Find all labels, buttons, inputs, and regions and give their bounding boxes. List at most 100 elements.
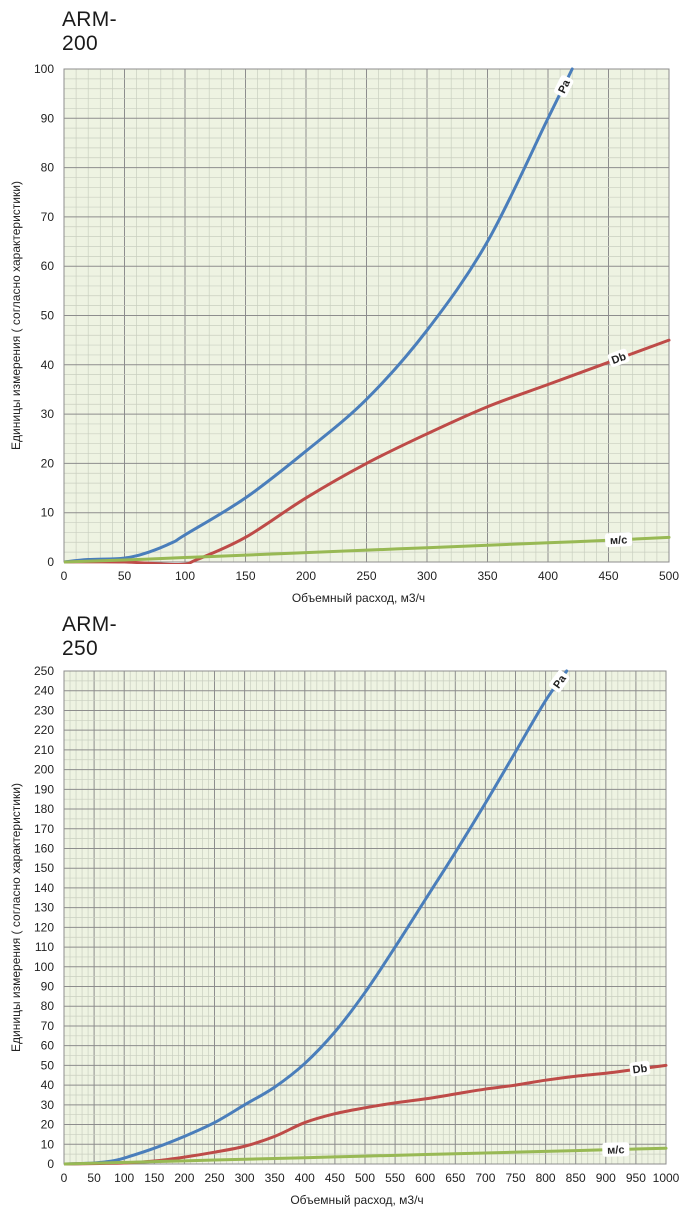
x-tick-label: 250 xyxy=(204,1171,224,1185)
x-tick-label: 650 xyxy=(445,1171,465,1185)
x-tick-label: 150 xyxy=(144,1171,164,1185)
grid xyxy=(63,670,667,1165)
chart-svg: 0 50 100 150 200 250 300 350 400 450 500 0 10 20 30 40 5… xyxy=(9,62,679,605)
series-line-м/с xyxy=(64,535,671,564)
y-tick-label: 240 xyxy=(34,684,54,698)
x-tick-label: 800 xyxy=(536,1171,556,1185)
y-tick-label: 120 xyxy=(34,920,54,934)
y-tick-label: 30 xyxy=(41,1098,55,1112)
y-tick-label: 150 xyxy=(34,861,54,875)
x-tick-label: 300 xyxy=(417,569,437,583)
y-tick-label: 60 xyxy=(41,1039,55,1053)
series-line-Pa xyxy=(64,67,574,564)
curve-label-Pa: Pa xyxy=(554,75,574,98)
x-tick-label: 750 xyxy=(505,1171,525,1185)
y-tick-label: 20 xyxy=(41,1118,55,1132)
curve-label-bg xyxy=(548,670,570,693)
x-tick-label: 100 xyxy=(175,569,195,583)
x-tick-label: 550 xyxy=(385,1171,405,1185)
x-tick-label: 400 xyxy=(295,1171,315,1185)
curve-label-bg xyxy=(607,348,630,368)
ticks: 0 50 100 150 200 250 300 350 400 450 500 550 600 650 7… xyxy=(34,664,680,1185)
x-tick-label: 600 xyxy=(415,1171,435,1185)
curve-label-Db: Db xyxy=(629,1060,651,1076)
curve-label-bg xyxy=(554,75,574,98)
curve-label-bg xyxy=(629,1060,651,1077)
y-tick-label: 130 xyxy=(34,901,54,915)
ticks: 0 50 100 150 200 250 300 350 400 450 500 0 10 20 30 40 5… xyxy=(34,62,679,583)
y-tick-label: 60 xyxy=(41,259,55,273)
y-tick-label: 70 xyxy=(41,1019,55,1033)
series-line-Db xyxy=(64,1063,668,1166)
y-tick-label: 90 xyxy=(41,111,55,125)
x-tick-label: 1000 xyxy=(653,1171,680,1185)
y-tick-label: 230 xyxy=(34,703,54,717)
y-tick-label: 220 xyxy=(34,723,54,737)
x-tick-label: 100 xyxy=(114,1171,134,1185)
y-tick-label: 110 xyxy=(35,940,54,954)
x-tick-label: 0 xyxy=(61,1171,68,1185)
y-tick-label: 210 xyxy=(34,743,54,757)
series-group xyxy=(64,669,668,1166)
curve-label-text: м/с xyxy=(610,534,628,547)
x-tick-label: 950 xyxy=(626,1171,646,1185)
curve-label-text: Pa xyxy=(556,77,573,95)
y-tick-label: 50 xyxy=(41,1058,55,1072)
y-tick-label: 200 xyxy=(34,763,54,777)
y-tick-label: 0 xyxy=(47,1157,54,1171)
x-tick-label: 300 xyxy=(235,1171,255,1185)
curve-label-м/с: м/с xyxy=(604,532,633,548)
x-tick-label: 500 xyxy=(355,1171,375,1185)
x-tick-label: 200 xyxy=(174,1171,194,1185)
curve-label-bg xyxy=(602,1142,630,1157)
x-tick-label: 350 xyxy=(477,569,497,583)
x-tick-label: 250 xyxy=(356,569,376,583)
y-tick-label: 170 xyxy=(34,822,54,836)
plot-frame xyxy=(63,670,667,1165)
series-line-Pa xyxy=(64,669,569,1166)
x-axis-label: Объемный расход, м3/ч xyxy=(292,591,425,605)
y-tick-label: 90 xyxy=(41,980,55,994)
y-tick-label: 190 xyxy=(34,782,54,796)
y-tick-label: 30 xyxy=(41,407,55,421)
curve-label-bg xyxy=(604,532,633,548)
chart-title: ARM-250 xyxy=(62,613,117,660)
x-tick-label: 350 xyxy=(265,1171,285,1185)
x-tick-label: 0 xyxy=(61,569,68,583)
x-tick-label: 900 xyxy=(596,1171,616,1185)
y-axis-label: Единицы измерения ( согласно характерист… xyxy=(9,181,23,450)
x-axis-label: Объемный расход, м3/ч xyxy=(290,1193,423,1207)
y-tick-label: 160 xyxy=(34,841,54,855)
y-tick-label: 50 xyxy=(41,309,55,323)
series-line-Db xyxy=(64,338,671,564)
y-tick-label: 100 xyxy=(34,62,54,76)
x-tick-label: 500 xyxy=(659,569,679,583)
y-tick-label: 40 xyxy=(41,1078,55,1092)
y-tick-label: 180 xyxy=(34,802,54,816)
y-tick-label: 100 xyxy=(34,960,54,974)
curve-label-text: Db xyxy=(610,351,628,367)
x-tick-label: 50 xyxy=(118,569,132,583)
series-group xyxy=(64,67,671,564)
chart-title: ARM-200 xyxy=(62,8,117,55)
y-tick-label: 140 xyxy=(34,881,54,895)
y-tick-label: 80 xyxy=(41,999,55,1013)
x-tick-label: 700 xyxy=(475,1171,495,1185)
x-tick-label: 450 xyxy=(325,1171,345,1185)
y-tick-label: 250 xyxy=(34,664,54,678)
y-tick-label: 0 xyxy=(47,555,54,569)
y-tick-label: 10 xyxy=(41,1137,55,1151)
x-tick-label: 850 xyxy=(566,1171,586,1185)
curve-label-Db: Db xyxy=(607,348,630,368)
x-tick-label: 150 xyxy=(235,569,255,583)
x-tick-label: 50 xyxy=(87,1171,101,1185)
y-tick-label: 40 xyxy=(41,358,55,372)
x-tick-label: 400 xyxy=(538,569,558,583)
chart-svg: 0 50 100 150 200 250 300 350 400 450 500 550 600 650 7… xyxy=(9,664,680,1207)
y-tick-label: 10 xyxy=(41,506,55,520)
series-line-м/с xyxy=(64,1146,668,1166)
curve-label-text: Db xyxy=(632,1063,648,1077)
y-tick-label: 80 xyxy=(41,161,55,175)
curve-label-text: м/с xyxy=(607,1144,625,1156)
y-tick-label: 70 xyxy=(41,210,55,224)
